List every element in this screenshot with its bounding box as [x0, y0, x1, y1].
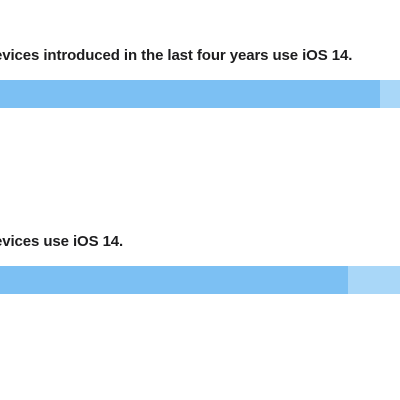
stat-caption: evices introduced in the last four years… — [0, 47, 353, 64]
usage-bar-other-segment — [380, 80, 400, 108]
usage-bar — [0, 80, 400, 108]
usage-bar-other-segment — [348, 266, 400, 294]
usage-bar-ios14-segment — [0, 266, 348, 294]
stat-caption: evices use iOS 14. — [0, 233, 124, 250]
usage-bar — [0, 266, 400, 294]
usage-bar-ios14-segment — [0, 80, 380, 108]
